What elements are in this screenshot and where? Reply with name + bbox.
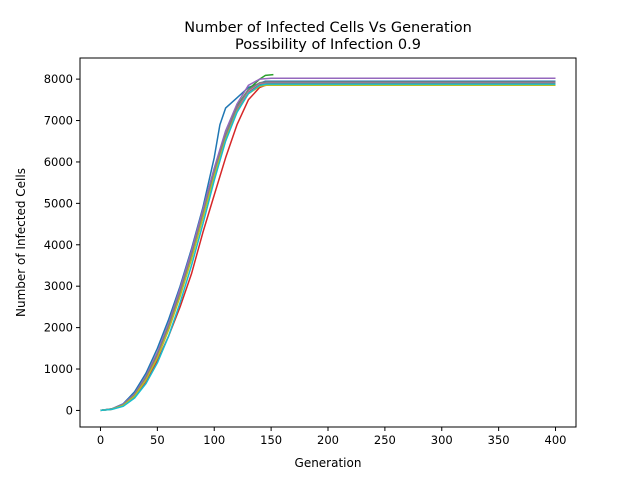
y-tick-label: 3000 xyxy=(44,279,73,293)
y-tick-label: 0 xyxy=(66,403,73,417)
series-line-9 xyxy=(100,84,556,412)
series-line-10 xyxy=(100,83,556,412)
series-line-2 xyxy=(100,84,556,412)
y-tick-label: 2000 xyxy=(44,321,73,335)
series-line-5 xyxy=(100,77,556,412)
series-line-3 xyxy=(100,73,274,412)
y-tick-label: 4000 xyxy=(44,238,73,252)
series-line-7 xyxy=(100,81,556,412)
x-tick-label: 150 xyxy=(260,433,282,447)
x-tick-label: 50 xyxy=(150,433,165,447)
x-tick-label: 0 xyxy=(97,433,104,447)
y-axis-label: Number of Infected Cells xyxy=(14,168,28,317)
chart-title-line2: Possibility of Infection 0.9 xyxy=(235,37,421,53)
axis-layer: 0 50 100 150 200 250 300 350 4000100020003000400… xyxy=(44,72,567,447)
series-layer xyxy=(100,73,556,412)
y-tick-label: 8000 xyxy=(44,72,73,86)
y-tick-label: 7000 xyxy=(44,114,73,128)
y-tick-label: 1000 xyxy=(44,362,73,376)
x-tick-label: 350 xyxy=(488,433,510,447)
series-line-6 xyxy=(100,82,556,412)
y-tick-label: 5000 xyxy=(44,196,73,210)
series-line-8 xyxy=(100,81,556,412)
x-tick-label: 400 xyxy=(545,433,567,447)
x-tick-label: 300 xyxy=(431,433,453,447)
series-line-1 xyxy=(100,80,556,412)
y-tick-label: 6000 xyxy=(44,155,73,169)
x-tick-label: 250 xyxy=(374,433,396,447)
x-tick-label: 200 xyxy=(317,433,339,447)
chart-title-line1: Number of Infected Cells Vs Generation xyxy=(184,20,472,36)
x-tick-label: 100 xyxy=(203,433,225,447)
series-line-4 xyxy=(100,83,556,412)
plot-frame xyxy=(79,57,577,428)
x-axis-label: Generation xyxy=(295,456,362,470)
